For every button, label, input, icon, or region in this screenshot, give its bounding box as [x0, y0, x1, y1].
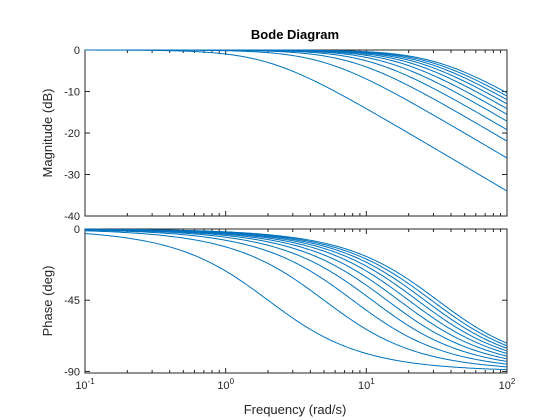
- phase-curve-11: [84, 228, 508, 344]
- x-tick-exponent: -1: [88, 377, 96, 386]
- magnitude-ytick-label: -40: [64, 211, 80, 223]
- x-tick-exponent: 1: [370, 377, 375, 386]
- phase-curve-4: [84, 229, 508, 362]
- x-tick-label: 100: [217, 377, 234, 392]
- phase-ytick-label: -90: [64, 366, 80, 378]
- x-tick-base: 10: [358, 380, 370, 392]
- magnitude-curves: [85, 49, 508, 192]
- x-tick-base: 10: [499, 380, 511, 392]
- x-tick-label: 10-1: [75, 377, 95, 392]
- magnitude-curve-11: [85, 49, 508, 94]
- magnitude-ticks: 0 -10 -20 -30 -40: [64, 45, 508, 223]
- x-tick-labels: 10-1 100 101 102: [75, 377, 516, 392]
- phase-ytick-label: -45: [64, 295, 80, 307]
- magnitude-axes: [84, 49, 508, 217]
- phase-curve-3: [84, 229, 508, 365]
- phase-panel: 0 -45 -90 Phase (deg): [40, 224, 508, 378]
- x-tick-label: 102: [499, 377, 516, 392]
- magnitude-ytick-label: -20: [64, 128, 80, 140]
- magnitude-panel: 0 -10 -20 -30 -40 Magnitude (dB): [40, 45, 508, 223]
- magnitude-ytick-label: 0: [74, 45, 80, 57]
- magnitude-ytick-label: -30: [64, 170, 80, 182]
- phase-ticks: 0 -45 -90: [64, 224, 508, 378]
- magnitude-ylabel: Magnitude (dB): [40, 89, 55, 178]
- x-axis-label: Frequency (rad/s): [244, 402, 347, 417]
- x-tick-label: 101: [358, 377, 375, 392]
- phase-ylabel: Phase (deg): [40, 266, 55, 337]
- x-tick-base: 10: [217, 380, 229, 392]
- x-tick-exponent: 2: [511, 377, 516, 386]
- phase-ytick-label: 0: [74, 224, 80, 236]
- phase-curve-2: [84, 230, 508, 368]
- x-tick-base: 10: [75, 380, 87, 392]
- phase-curves: [84, 228, 508, 371]
- magnitude-ytick-label: -10: [64, 87, 80, 99]
- phase-curve-1: [84, 233, 508, 371]
- chart-title: Bode Diagram: [251, 27, 339, 42]
- x-tick-exponent: 0: [230, 377, 235, 386]
